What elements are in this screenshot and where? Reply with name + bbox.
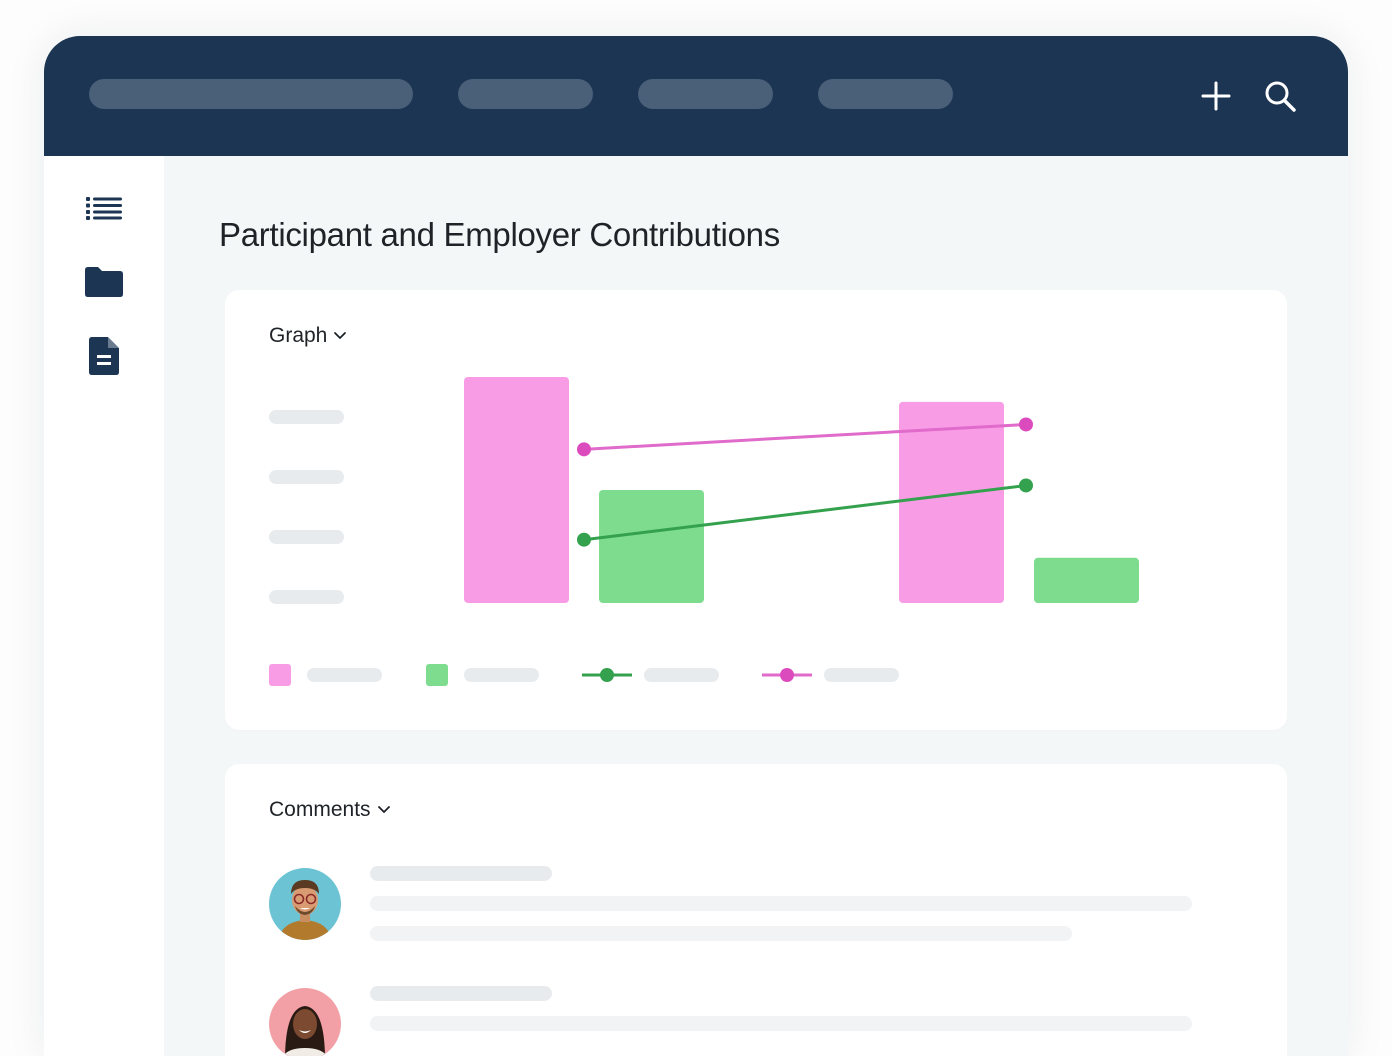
- chart-bar: [599, 490, 704, 603]
- avatar[interactable]: [269, 868, 341, 940]
- comments-label: Comments: [269, 798, 371, 821]
- nav-placeholder-1[interactable]: [89, 79, 413, 109]
- chart-bar: [464, 377, 569, 603]
- comments-dropdown[interactable]: Comments: [269, 798, 391, 822]
- y-tick-label-placeholder: [269, 470, 344, 484]
- comment-text-placeholder: [370, 896, 1192, 911]
- search-icon[interactable]: [1262, 78, 1298, 114]
- legend-label-placeholder: [464, 668, 539, 682]
- chart-bar: [899, 401, 1004, 603]
- graph-card: Graph: [225, 290, 1287, 730]
- comment-text-placeholder: [370, 1016, 1192, 1031]
- legend-label-placeholder: [644, 668, 719, 682]
- legend-label-placeholder: [307, 668, 382, 682]
- list-icon[interactable]: [84, 188, 124, 228]
- graph-label: Graph: [269, 324, 328, 347]
- chart-series-line: [583, 483, 1027, 542]
- chart-point: [577, 442, 591, 457]
- chart-bar: [1034, 557, 1139, 603]
- legend-swatch-pink-bar: [269, 664, 291, 686]
- y-tick-label-placeholder: [269, 530, 344, 544]
- comment-author-placeholder: [370, 986, 552, 1001]
- chevron-down-icon: [377, 806, 390, 813]
- graph-dropdown[interactable]: Graph: [269, 324, 347, 348]
- legend-swatch-green-bar: [426, 664, 448, 686]
- chart-point: [1019, 478, 1033, 493]
- sidebar: [44, 156, 164, 1056]
- chevron-down-icon: [334, 332, 347, 339]
- y-tick-label-placeholder: [269, 410, 344, 424]
- nav-placeholder-2[interactable]: [458, 79, 593, 109]
- y-tick-label-placeholder: [269, 590, 344, 604]
- page-title: Participant and Employer Contributions: [219, 216, 780, 253]
- app-window: Participant and Employer Contributions G…: [44, 36, 1348, 1056]
- comment-author-placeholder: [370, 866, 552, 881]
- nav-placeholder-3[interactable]: [638, 79, 773, 109]
- chart-point: [1019, 417, 1033, 432]
- avatar[interactable]: [269, 988, 341, 1056]
- comments-card: Comments: [225, 764, 1287, 1056]
- legend-label-placeholder: [824, 668, 899, 682]
- plus-icon[interactable]: [1198, 78, 1234, 114]
- legend-swatch-pink-line: [762, 668, 812, 682]
- nav-placeholder-4[interactable]: [818, 79, 953, 109]
- comment-text-placeholder: [370, 926, 1072, 941]
- folder-icon[interactable]: [84, 262, 124, 302]
- chart-point: [577, 532, 591, 547]
- top-navigation-bar: [44, 36, 1348, 156]
- document-icon[interactable]: [84, 336, 124, 376]
- contributions-chart: [464, 377, 1139, 603]
- legend-swatch-green-line: [582, 668, 632, 682]
- chart-series-line: [583, 422, 1027, 451]
